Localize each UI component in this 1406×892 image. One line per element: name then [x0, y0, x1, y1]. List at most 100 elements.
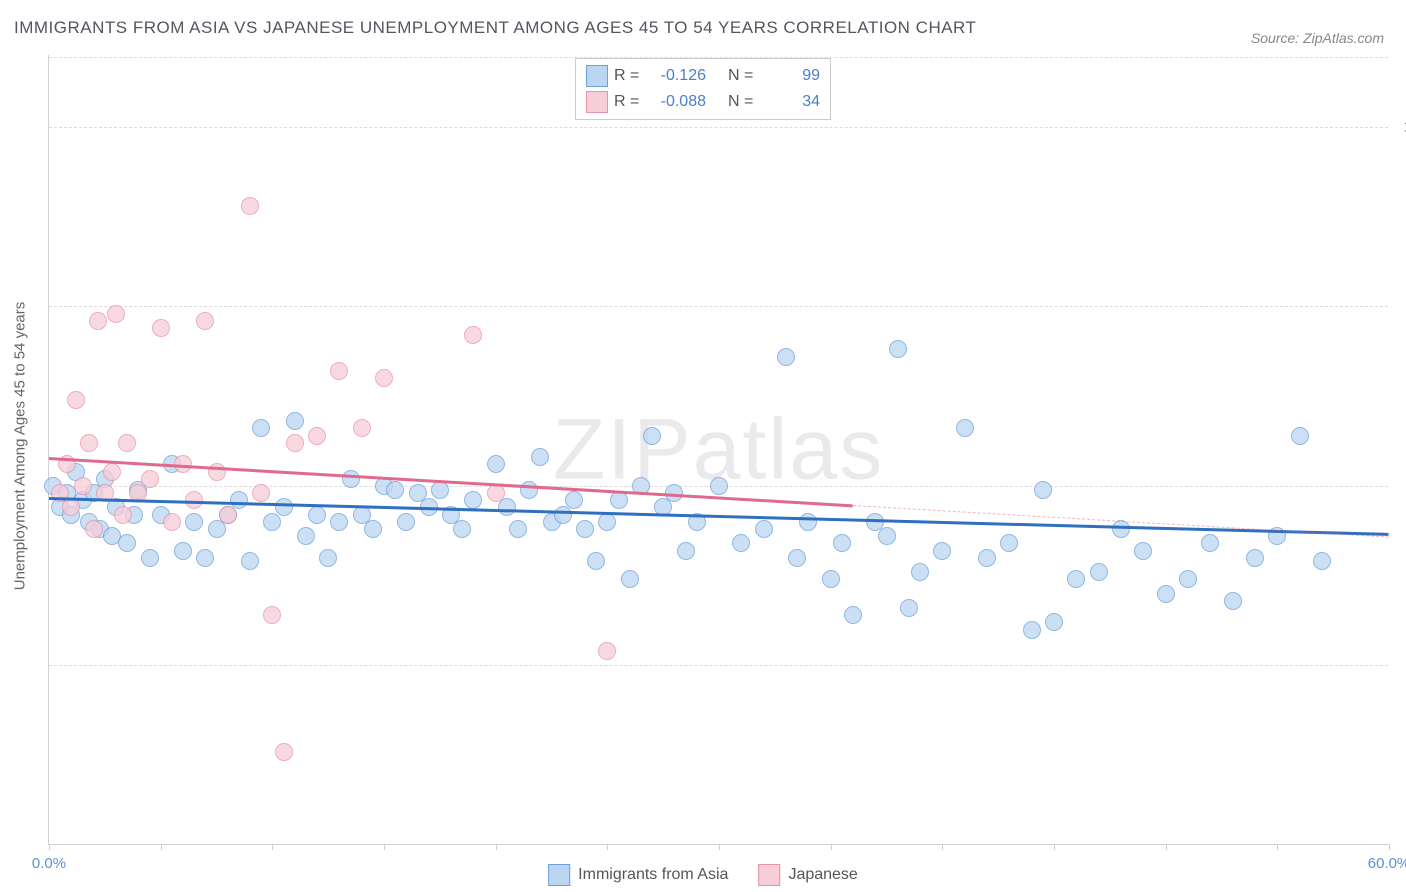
- data-point: [319, 549, 337, 567]
- data-point: [956, 419, 974, 437]
- data-point: [911, 563, 929, 581]
- data-point: [565, 491, 583, 509]
- x-tick-label: 60.0%: [1368, 855, 1406, 872]
- x-tick: [161, 844, 162, 850]
- data-point: [196, 312, 214, 330]
- data-point: [397, 513, 415, 531]
- x-tick: [496, 844, 497, 850]
- data-point: [152, 319, 170, 337]
- data-point: [531, 448, 549, 466]
- data-point: [241, 197, 259, 215]
- x-tick: [1166, 844, 1167, 850]
- data-point: [1179, 570, 1197, 588]
- data-point: [1023, 621, 1041, 639]
- r-label: R =: [614, 67, 642, 85]
- legend-item: Immigrants from Asia: [548, 864, 728, 886]
- data-point: [621, 570, 639, 588]
- data-point: [598, 513, 616, 531]
- data-point: [185, 513, 203, 531]
- data-point: [252, 419, 270, 437]
- data-point: [822, 570, 840, 588]
- data-point: [1246, 549, 1264, 567]
- data-point: [732, 534, 750, 552]
- data-point: [141, 549, 159, 567]
- data-point: [275, 498, 293, 516]
- data-point: [1067, 570, 1085, 588]
- n-label: N =: [728, 67, 756, 85]
- x-tick: [1389, 844, 1390, 850]
- data-point: [196, 549, 214, 567]
- data-point: [677, 542, 695, 560]
- data-point: [799, 513, 817, 531]
- x-tick: [49, 844, 50, 850]
- legend-row: R = -0.088 N = 34: [586, 89, 820, 115]
- data-point: [1000, 534, 1018, 552]
- legend-swatch: [548, 864, 570, 886]
- x-tick: [607, 844, 608, 850]
- data-point: [498, 498, 516, 516]
- data-point: [520, 481, 538, 499]
- data-point: [487, 455, 505, 473]
- data-point: [1224, 592, 1242, 610]
- data-point: [118, 434, 136, 452]
- data-point: [241, 552, 259, 570]
- data-point: [453, 520, 471, 538]
- x-tick: [272, 844, 273, 850]
- data-point: [386, 481, 404, 499]
- data-point: [1090, 563, 1108, 581]
- r-label: R =: [614, 93, 642, 111]
- data-point: [464, 326, 482, 344]
- legend-swatch: [758, 864, 780, 886]
- data-point: [1157, 585, 1175, 603]
- data-point: [286, 434, 304, 452]
- x-tick: [1277, 844, 1278, 850]
- series-legend: Immigrants from Asia Japanese: [548, 864, 858, 886]
- data-point: [85, 520, 103, 538]
- data-point: [833, 534, 851, 552]
- data-point: [163, 513, 181, 531]
- data-point: [933, 542, 951, 560]
- data-point: [1291, 427, 1309, 445]
- data-point: [275, 743, 293, 761]
- data-point: [342, 470, 360, 488]
- n-value: 99: [762, 67, 820, 85]
- data-point: [1045, 613, 1063, 631]
- legend-label: Immigrants from Asia: [578, 866, 728, 884]
- gridline: [49, 306, 1388, 307]
- x-tick-label: 0.0%: [32, 855, 66, 872]
- chart-title: IMMIGRANTS FROM ASIA VS JAPANESE UNEMPLO…: [14, 18, 976, 38]
- data-point: [252, 484, 270, 502]
- data-point: [1034, 481, 1052, 499]
- n-label: N =: [728, 93, 756, 111]
- data-point: [103, 463, 121, 481]
- data-point: [141, 470, 159, 488]
- data-point: [67, 391, 85, 409]
- data-point: [263, 606, 281, 624]
- data-point: [330, 513, 348, 531]
- data-point: [80, 434, 98, 452]
- data-point: [878, 527, 896, 545]
- data-point: [114, 506, 132, 524]
- data-point: [900, 599, 918, 617]
- data-point: [889, 340, 907, 358]
- r-value: -0.088: [648, 93, 706, 111]
- source-attribution: Source: ZipAtlas.com: [1251, 30, 1384, 46]
- data-point: [62, 498, 80, 516]
- data-point: [364, 520, 382, 538]
- data-point: [777, 348, 795, 366]
- data-point: [710, 477, 728, 495]
- x-tick: [719, 844, 720, 850]
- data-point: [375, 369, 393, 387]
- trend-line: [49, 497, 1389, 535]
- data-point: [1201, 534, 1219, 552]
- data-point: [978, 549, 996, 567]
- data-point: [74, 477, 92, 495]
- n-value: 34: [762, 93, 820, 111]
- r-value: -0.126: [648, 67, 706, 85]
- legend-swatch: [586, 65, 608, 87]
- data-point: [1134, 542, 1152, 560]
- data-point: [755, 520, 773, 538]
- data-point: [353, 419, 371, 437]
- gridline: [49, 127, 1388, 128]
- data-point: [788, 549, 806, 567]
